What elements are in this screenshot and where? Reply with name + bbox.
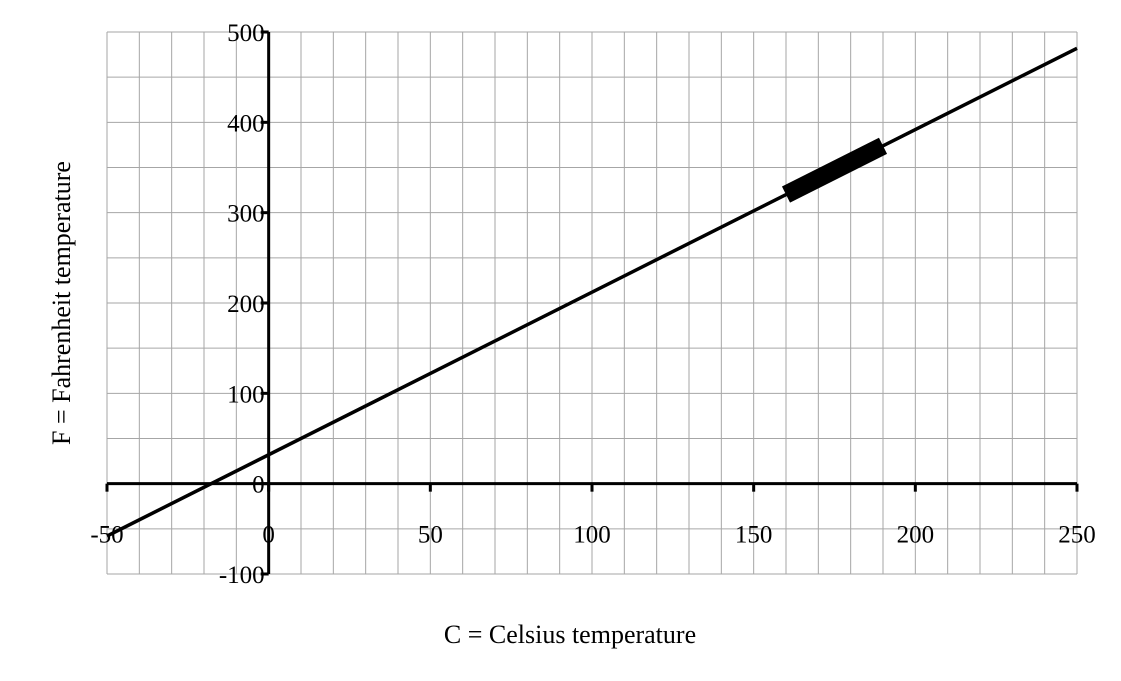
x-tick-label: 0 xyxy=(262,522,275,549)
y-tick-label: 100 xyxy=(227,381,265,408)
x-tick-label: -50 xyxy=(90,522,123,549)
y-tick-label: 300 xyxy=(227,201,265,228)
x-tick-label: 150 xyxy=(735,522,773,549)
x-axis-label: C = Celsius temperature xyxy=(444,620,696,649)
y-tick-label: 400 xyxy=(227,110,265,137)
x-tick-label: 100 xyxy=(573,522,611,549)
conversion-line xyxy=(106,46,1078,538)
x-tick-label: 250 xyxy=(1058,522,1096,549)
y-tick-label: 500 xyxy=(227,20,265,47)
y-tick-label: 0 xyxy=(252,472,265,499)
y-tick-labels: -100 0 100 200 300 400 500 xyxy=(219,20,265,589)
y-tick-label: -100 xyxy=(219,562,265,589)
x-tick-label: 50 xyxy=(418,522,443,549)
y-axis-label: F = Fahrenheit temperature xyxy=(47,161,76,445)
y-tick-label: 200 xyxy=(227,291,265,318)
highlight-segment xyxy=(781,137,888,203)
x-tick-label: 200 xyxy=(897,522,935,549)
axes xyxy=(105,30,1079,576)
series xyxy=(106,46,1078,538)
x-tick-labels: -50 0 50 100 150 200 250 xyxy=(90,522,1095,549)
